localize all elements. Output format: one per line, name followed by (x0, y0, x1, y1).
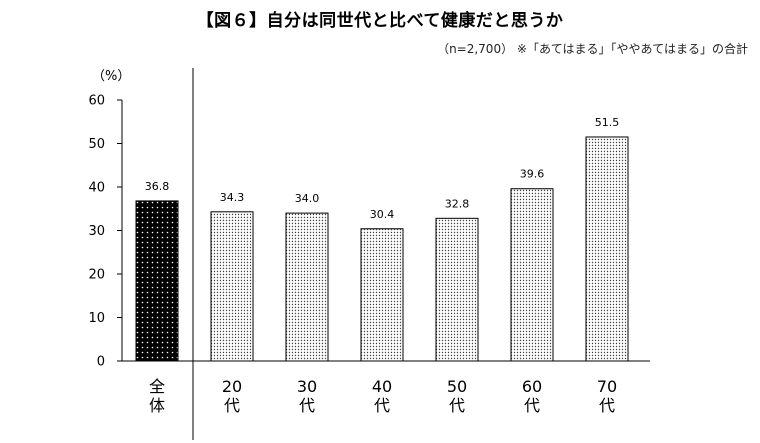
y-tick-label: 20 (88, 268, 105, 283)
bar (360, 228, 404, 362)
bar-value-label: 51.5 (595, 116, 620, 129)
x-category-label: 60 (522, 377, 542, 396)
y-tick-label: 60 (88, 94, 105, 109)
y-tick-label: 40 (88, 181, 105, 196)
bar (585, 136, 629, 362)
sample-note: （n=2,700） ※「あてはまる」「ややあてはまる」の合計 (437, 42, 748, 56)
y-tick-label: 0 (97, 355, 105, 370)
x-category-label: 代 (299, 396, 315, 415)
x-category-label: 30 (297, 377, 317, 396)
bar (210, 211, 254, 362)
x-category-label: 体 (149, 396, 165, 415)
x-category-label: 代 (599, 396, 615, 415)
y-axis-unit-label: （%） (92, 69, 130, 84)
bar-value-label: 36.8 (145, 180, 170, 193)
x-category-label: 20 (222, 377, 242, 396)
bar-value-label: 34.3 (220, 191, 245, 204)
y-tick-label: 30 (88, 224, 105, 239)
x-category-label: 代 (449, 396, 465, 415)
x-category-label: 代 (524, 396, 540, 415)
bar-value-label: 32.8 (445, 197, 470, 210)
x-category-label: 代 (374, 396, 390, 415)
y-tick-label: 50 (88, 137, 105, 152)
x-category-label: 代 (224, 396, 240, 415)
bar-value-label: 39.6 (520, 168, 545, 181)
x-category-label: 40 (372, 377, 392, 396)
y-tick-label: 10 (88, 311, 105, 326)
x-category-label: 50 (447, 377, 467, 396)
bar (510, 188, 554, 362)
bar (135, 200, 179, 362)
chart-title: 【図６】自分は同世代と比べて健康だと思うか (196, 11, 564, 31)
x-category-label: 全 (149, 377, 165, 396)
x-category-label: 70 (597, 377, 617, 396)
bar-value-label: 30.4 (370, 208, 395, 221)
bar (285, 212, 329, 362)
bar-value-label: 34.0 (295, 192, 320, 205)
bar (435, 217, 479, 362)
